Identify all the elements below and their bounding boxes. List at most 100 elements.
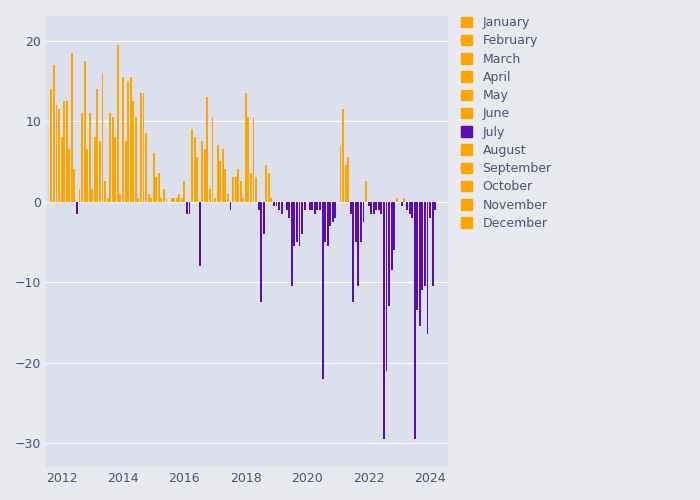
Bar — [106, 198, 108, 202]
Bar — [114, 137, 116, 202]
Bar — [403, 198, 405, 202]
Bar — [194, 137, 195, 202]
Bar — [165, 198, 167, 202]
Bar — [225, 170, 226, 202]
Bar — [178, 194, 180, 202]
Bar — [332, 202, 334, 222]
Bar — [299, 202, 300, 246]
Bar — [319, 202, 321, 209]
Bar — [127, 81, 129, 202]
Bar — [414, 202, 416, 439]
Bar — [314, 202, 316, 213]
Bar — [424, 202, 426, 286]
Bar — [217, 145, 218, 202]
Bar — [163, 190, 165, 202]
Bar — [214, 198, 216, 202]
Bar — [378, 202, 380, 209]
Bar — [388, 202, 390, 306]
Bar — [140, 93, 142, 202]
Bar — [360, 202, 362, 242]
Bar — [406, 202, 408, 209]
Bar — [286, 202, 288, 209]
Bar — [196, 158, 198, 202]
Bar — [155, 178, 158, 202]
Bar — [327, 202, 328, 246]
Bar — [206, 97, 209, 202]
Bar — [432, 202, 433, 286]
Bar — [171, 198, 173, 202]
Bar — [186, 202, 188, 213]
Bar — [143, 93, 144, 202]
Bar — [102, 73, 104, 202]
Bar — [393, 202, 395, 250]
Bar — [296, 202, 298, 242]
Bar — [71, 52, 73, 202]
Bar — [352, 202, 354, 302]
Bar — [199, 202, 201, 266]
Legend: January, February, March, April, May, June, July, August, September, October, No: January, February, March, April, May, Ju… — [458, 14, 554, 232]
Bar — [211, 117, 214, 202]
Bar — [135, 117, 136, 202]
Bar — [373, 202, 374, 213]
Bar — [191, 129, 193, 202]
Bar — [112, 117, 113, 202]
Bar — [429, 202, 431, 218]
Bar — [109, 113, 111, 202]
Bar — [273, 202, 275, 205]
Bar — [160, 198, 162, 202]
Bar — [227, 194, 229, 202]
Bar — [386, 202, 388, 370]
Bar — [145, 133, 147, 202]
Bar — [245, 93, 247, 202]
Bar — [276, 202, 277, 205]
Bar — [419, 202, 421, 326]
Bar — [329, 202, 331, 226]
Bar — [265, 166, 267, 202]
Bar — [383, 202, 385, 439]
Bar — [350, 202, 351, 213]
Bar — [291, 202, 293, 286]
Bar — [230, 202, 232, 209]
Bar — [434, 202, 436, 209]
Bar — [61, 137, 62, 202]
Bar — [375, 202, 377, 209]
Bar — [270, 198, 272, 202]
Bar — [368, 202, 370, 205]
Bar — [370, 202, 372, 213]
Bar — [181, 198, 183, 202]
Bar — [242, 198, 244, 202]
Bar — [158, 174, 160, 202]
Bar — [53, 64, 55, 202]
Bar — [316, 202, 319, 209]
Bar — [247, 117, 249, 202]
Bar — [344, 166, 346, 202]
Bar — [76, 202, 78, 213]
Bar — [232, 178, 234, 202]
Bar — [50, 89, 52, 202]
Bar — [86, 149, 88, 202]
Bar — [416, 202, 418, 310]
Bar — [222, 149, 224, 202]
Bar — [262, 202, 265, 234]
Bar — [125, 141, 127, 202]
Bar — [324, 202, 326, 242]
Bar — [293, 202, 295, 246]
Bar — [89, 113, 91, 202]
Bar — [411, 202, 413, 218]
Bar — [202, 141, 203, 202]
Bar — [176, 198, 178, 202]
Bar — [288, 202, 290, 218]
Bar — [381, 202, 382, 213]
Bar — [281, 202, 283, 213]
Bar — [117, 44, 119, 202]
Bar — [78, 190, 81, 202]
Bar — [55, 105, 57, 202]
Bar — [268, 174, 270, 202]
Bar — [312, 202, 314, 209]
Bar — [255, 178, 257, 202]
Bar — [260, 202, 262, 302]
Bar — [363, 202, 365, 222]
Bar — [137, 198, 139, 202]
Bar — [84, 60, 85, 202]
Bar — [321, 202, 323, 378]
